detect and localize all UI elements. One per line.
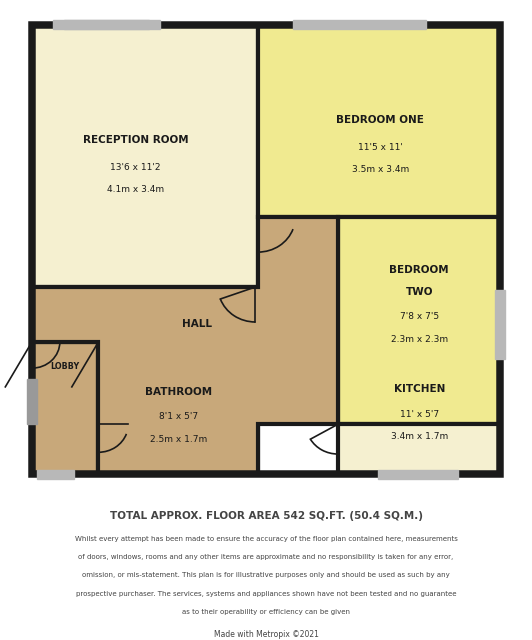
Text: BEDROOM: BEDROOM bbox=[389, 264, 449, 275]
Bar bbox=[258, 25, 500, 217]
Bar bbox=[338, 424, 500, 474]
Text: KITCHEN: KITCHEN bbox=[394, 385, 445, 394]
Polygon shape bbox=[32, 217, 338, 474]
Text: 2.3m x 2.3m: 2.3m x 2.3m bbox=[390, 335, 448, 344]
Bar bbox=[64, 20, 160, 29]
Text: 11'5 x 11': 11'5 x 11' bbox=[358, 143, 403, 152]
Text: 7'8 x 7'5: 7'8 x 7'5 bbox=[400, 312, 439, 321]
Text: BATHROOM: BATHROOM bbox=[145, 387, 212, 397]
Bar bbox=[98, 424, 258, 474]
Text: LOBBY: LOBBY bbox=[51, 362, 79, 371]
Bar bbox=[53, 20, 149, 29]
Text: 4.1m x 3.4m: 4.1m x 3.4m bbox=[107, 185, 164, 194]
Text: 11' x 5'7: 11' x 5'7 bbox=[400, 410, 439, 419]
Text: of doors, windows, rooms and any other items are approximate and no responsibili: of doors, windows, rooms and any other i… bbox=[78, 554, 454, 560]
Text: BEDROOM ONE: BEDROOM ONE bbox=[336, 115, 425, 125]
Bar bbox=[32, 25, 258, 287]
Text: HALL: HALL bbox=[182, 319, 212, 330]
Text: 13'6 x 11'2: 13'6 x 11'2 bbox=[111, 163, 161, 172]
Text: Whilst every attempt has been made to ensure the accuracy of the floor plan cont: Whilst every attempt has been made to en… bbox=[74, 536, 458, 541]
Text: TOTAL APPROX. FLOOR AREA 542 SQ.FT. (50.4 SQ.M.): TOTAL APPROX. FLOOR AREA 542 SQ.FT. (50.… bbox=[110, 511, 422, 521]
Text: Made with Metropix ©2021: Made with Metropix ©2021 bbox=[213, 630, 319, 639]
Text: 3.5m x 3.4m: 3.5m x 3.4m bbox=[352, 165, 409, 174]
Bar bbox=[27, 380, 37, 424]
Text: as to their operability or efficiency can be given: as to their operability or efficiency ca… bbox=[182, 609, 350, 615]
Text: RECEPTION ROOM: RECEPTION ROOM bbox=[83, 135, 188, 145]
Bar bbox=[495, 289, 505, 360]
Text: 8'1 x 5'7: 8'1 x 5'7 bbox=[159, 412, 198, 421]
Bar bbox=[378, 470, 458, 479]
Text: omission, or mis-statement. This plan is for illustrative purposes only and shou: omission, or mis-statement. This plan is… bbox=[82, 572, 450, 578]
Bar bbox=[32, 342, 98, 474]
Text: 3.4m x 1.7m: 3.4m x 1.7m bbox=[390, 432, 448, 442]
Bar bbox=[32, 25, 500, 474]
Text: TWO: TWO bbox=[405, 287, 433, 297]
Text: 2.5m x 1.7m: 2.5m x 1.7m bbox=[149, 435, 207, 444]
Text: prospective purchaser. The services, systems and appliances shown have not been : prospective purchaser. The services, sys… bbox=[76, 591, 456, 596]
Bar bbox=[293, 20, 426, 29]
Bar bbox=[37, 470, 74, 479]
Bar bbox=[338, 217, 500, 424]
